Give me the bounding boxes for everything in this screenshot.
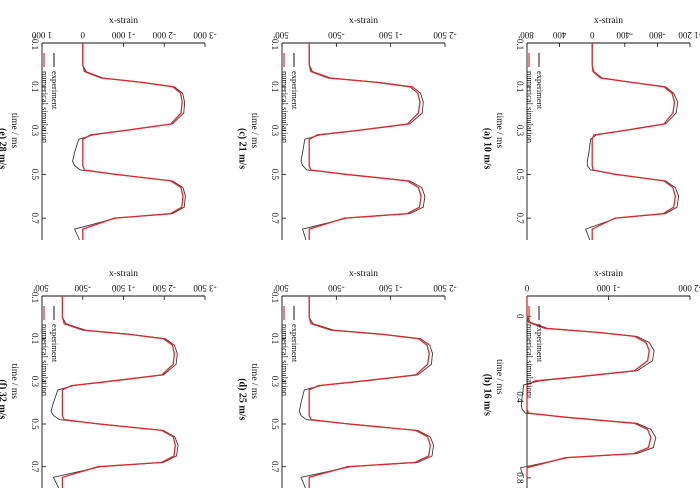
experiment-series-line: [72, 43, 186, 241]
time-tick-label: 0.3: [515, 125, 525, 137]
time-tick-label: 0.1: [30, 81, 40, 92]
simulation-series-line: [308, 43, 422, 240]
strain-tick-label: 1 000: [31, 30, 52, 40]
strain-tick-label: 500: [35, 283, 49, 293]
simulation-series-line: [591, 43, 676, 240]
time-axis-title: time / ms: [249, 113, 259, 149]
time-tick-label: -0.1: [30, 36, 40, 50]
time-tick-label: 0.7: [30, 461, 40, 473]
time-tick-label: 0.3: [30, 376, 40, 388]
legend-label: experiment: [535, 71, 545, 110]
strain-tick-label: -2 500: [433, 283, 457, 293]
legend-label: numerical simulation: [280, 324, 290, 397]
strain-tick-label: -2 500: [433, 30, 457, 40]
time-tick-label: 0.1: [270, 81, 280, 92]
time-tick-label: 0.3: [30, 125, 40, 137]
strain-tick-label: -1 000: [596, 283, 620, 293]
strain-tick-label: -400: [616, 30, 633, 40]
time-tick-label: 0.1: [270, 333, 280, 344]
strain-tick-label: -1 500: [111, 283, 135, 293]
simulation-series-line: [526, 296, 652, 478]
panel-caption: (a) 10 m/s: [482, 128, 493, 170]
legend-label: numerical simulation: [40, 71, 50, 144]
experiment-series-line: [300, 43, 426, 241]
legend-label: numerical simulation: [525, 71, 535, 144]
simulation-series-line: [308, 296, 431, 488]
experiment-series-line: [298, 296, 435, 489]
time-axis-title: time / ms: [249, 364, 259, 400]
strain-tick-label: 800: [520, 30, 534, 40]
strain-tick-label: -500: [328, 283, 345, 293]
simulation-series-line: [61, 296, 176, 488]
time-tick-label: 0.1: [515, 81, 525, 92]
strain-tick-label: -500: [328, 30, 345, 40]
strain-tick-label: -1 000: [111, 30, 135, 40]
time-tick-label: 0.7: [270, 461, 280, 473]
legend-label: experiment: [50, 324, 60, 363]
legend-label: numerical simulation: [40, 324, 50, 397]
strain-axis-title: x-strain: [594, 16, 623, 26]
time-tick-label: -0.1: [270, 289, 280, 303]
time-tick-label: 0.7: [515, 212, 525, 224]
time-tick-label: 0.4: [515, 391, 525, 403]
time-tick-label: 0.7: [270, 212, 280, 224]
strain-tick-label: 500: [275, 283, 289, 293]
strain-axis-title: x-strain: [109, 269, 138, 279]
time-tick-label: -0.1: [515, 36, 525, 50]
time-tick-label: 0.8: [515, 472, 525, 484]
time-tick-label: 0.7: [30, 212, 40, 224]
experiment-series-line: [585, 43, 680, 241]
strain-tick-label: 500: [275, 30, 289, 40]
time-tick-label: 0.5: [270, 169, 280, 181]
time-axis-title: time / ms: [9, 364, 19, 400]
strain-tick-label: -1 200: [678, 30, 700, 40]
panel-caption: (c) 21 m/s: [237, 128, 248, 169]
strain-tick-label: 0: [524, 283, 529, 293]
legend-label: experiment: [290, 324, 300, 363]
time-tick-label: 0.5: [270, 418, 280, 430]
experiment-series-line: [50, 296, 179, 489]
strain-tick-label: -1 500: [379, 283, 403, 293]
simulation-series-line: [82, 43, 184, 240]
strain-tick-label: -3 500: [193, 283, 217, 293]
strain-tick-label: -1 500: [379, 30, 403, 40]
strain-tick-label: -2 000: [678, 283, 700, 293]
strain-axis-title: x-strain: [594, 269, 623, 279]
strain-axis-title: x-strain: [349, 269, 378, 279]
strain-tick-label: 400: [552, 30, 566, 40]
time-axis-title: time / ms: [494, 359, 504, 395]
time-tick-label: 0.1: [30, 333, 40, 344]
strain-axis-title: x-strain: [109, 16, 138, 26]
strain-tick-label: -800: [649, 30, 666, 40]
time-tick-label: 0.5: [515, 169, 525, 181]
strain-tick-label: -500: [74, 283, 91, 293]
panel-caption: (d) 25 m/s: [237, 378, 248, 420]
time-tick-label: 0: [515, 314, 525, 319]
strain-tick-label: 0: [80, 30, 85, 40]
strain-tick-label: -3 000: [193, 30, 217, 40]
panel-caption: (b) 16 m/s: [482, 374, 493, 416]
legend-label: experiment: [535, 324, 545, 363]
strain-axis-title: x-strain: [349, 16, 378, 26]
time-axis-title: time / ms: [494, 113, 504, 149]
time-tick-label: -0.1: [270, 36, 280, 50]
strain-tick-label: -2 500: [152, 283, 176, 293]
time-tick-label: 0.5: [30, 169, 40, 181]
legend-label: numerical simulation: [280, 71, 290, 144]
strain-tick-label: 0: [589, 30, 594, 40]
time-tick-label: 0.5: [30, 418, 40, 430]
panel-caption: (f) 32 m/s: [0, 379, 8, 419]
time-tick-label: 0.3: [270, 125, 280, 137]
time-tick-label: 0.3: [270, 376, 280, 388]
time-tick-label: -0.1: [30, 289, 40, 303]
legend-label: numerical simulation: [525, 324, 535, 397]
legend-label: experiment: [50, 71, 60, 110]
time-axis-title: time / ms: [9, 113, 19, 149]
strain-tick-label: -2 000: [152, 30, 176, 40]
panel-caption: (e) 28 m/s: [0, 128, 8, 169]
legend-label: experiment: [290, 71, 300, 110]
